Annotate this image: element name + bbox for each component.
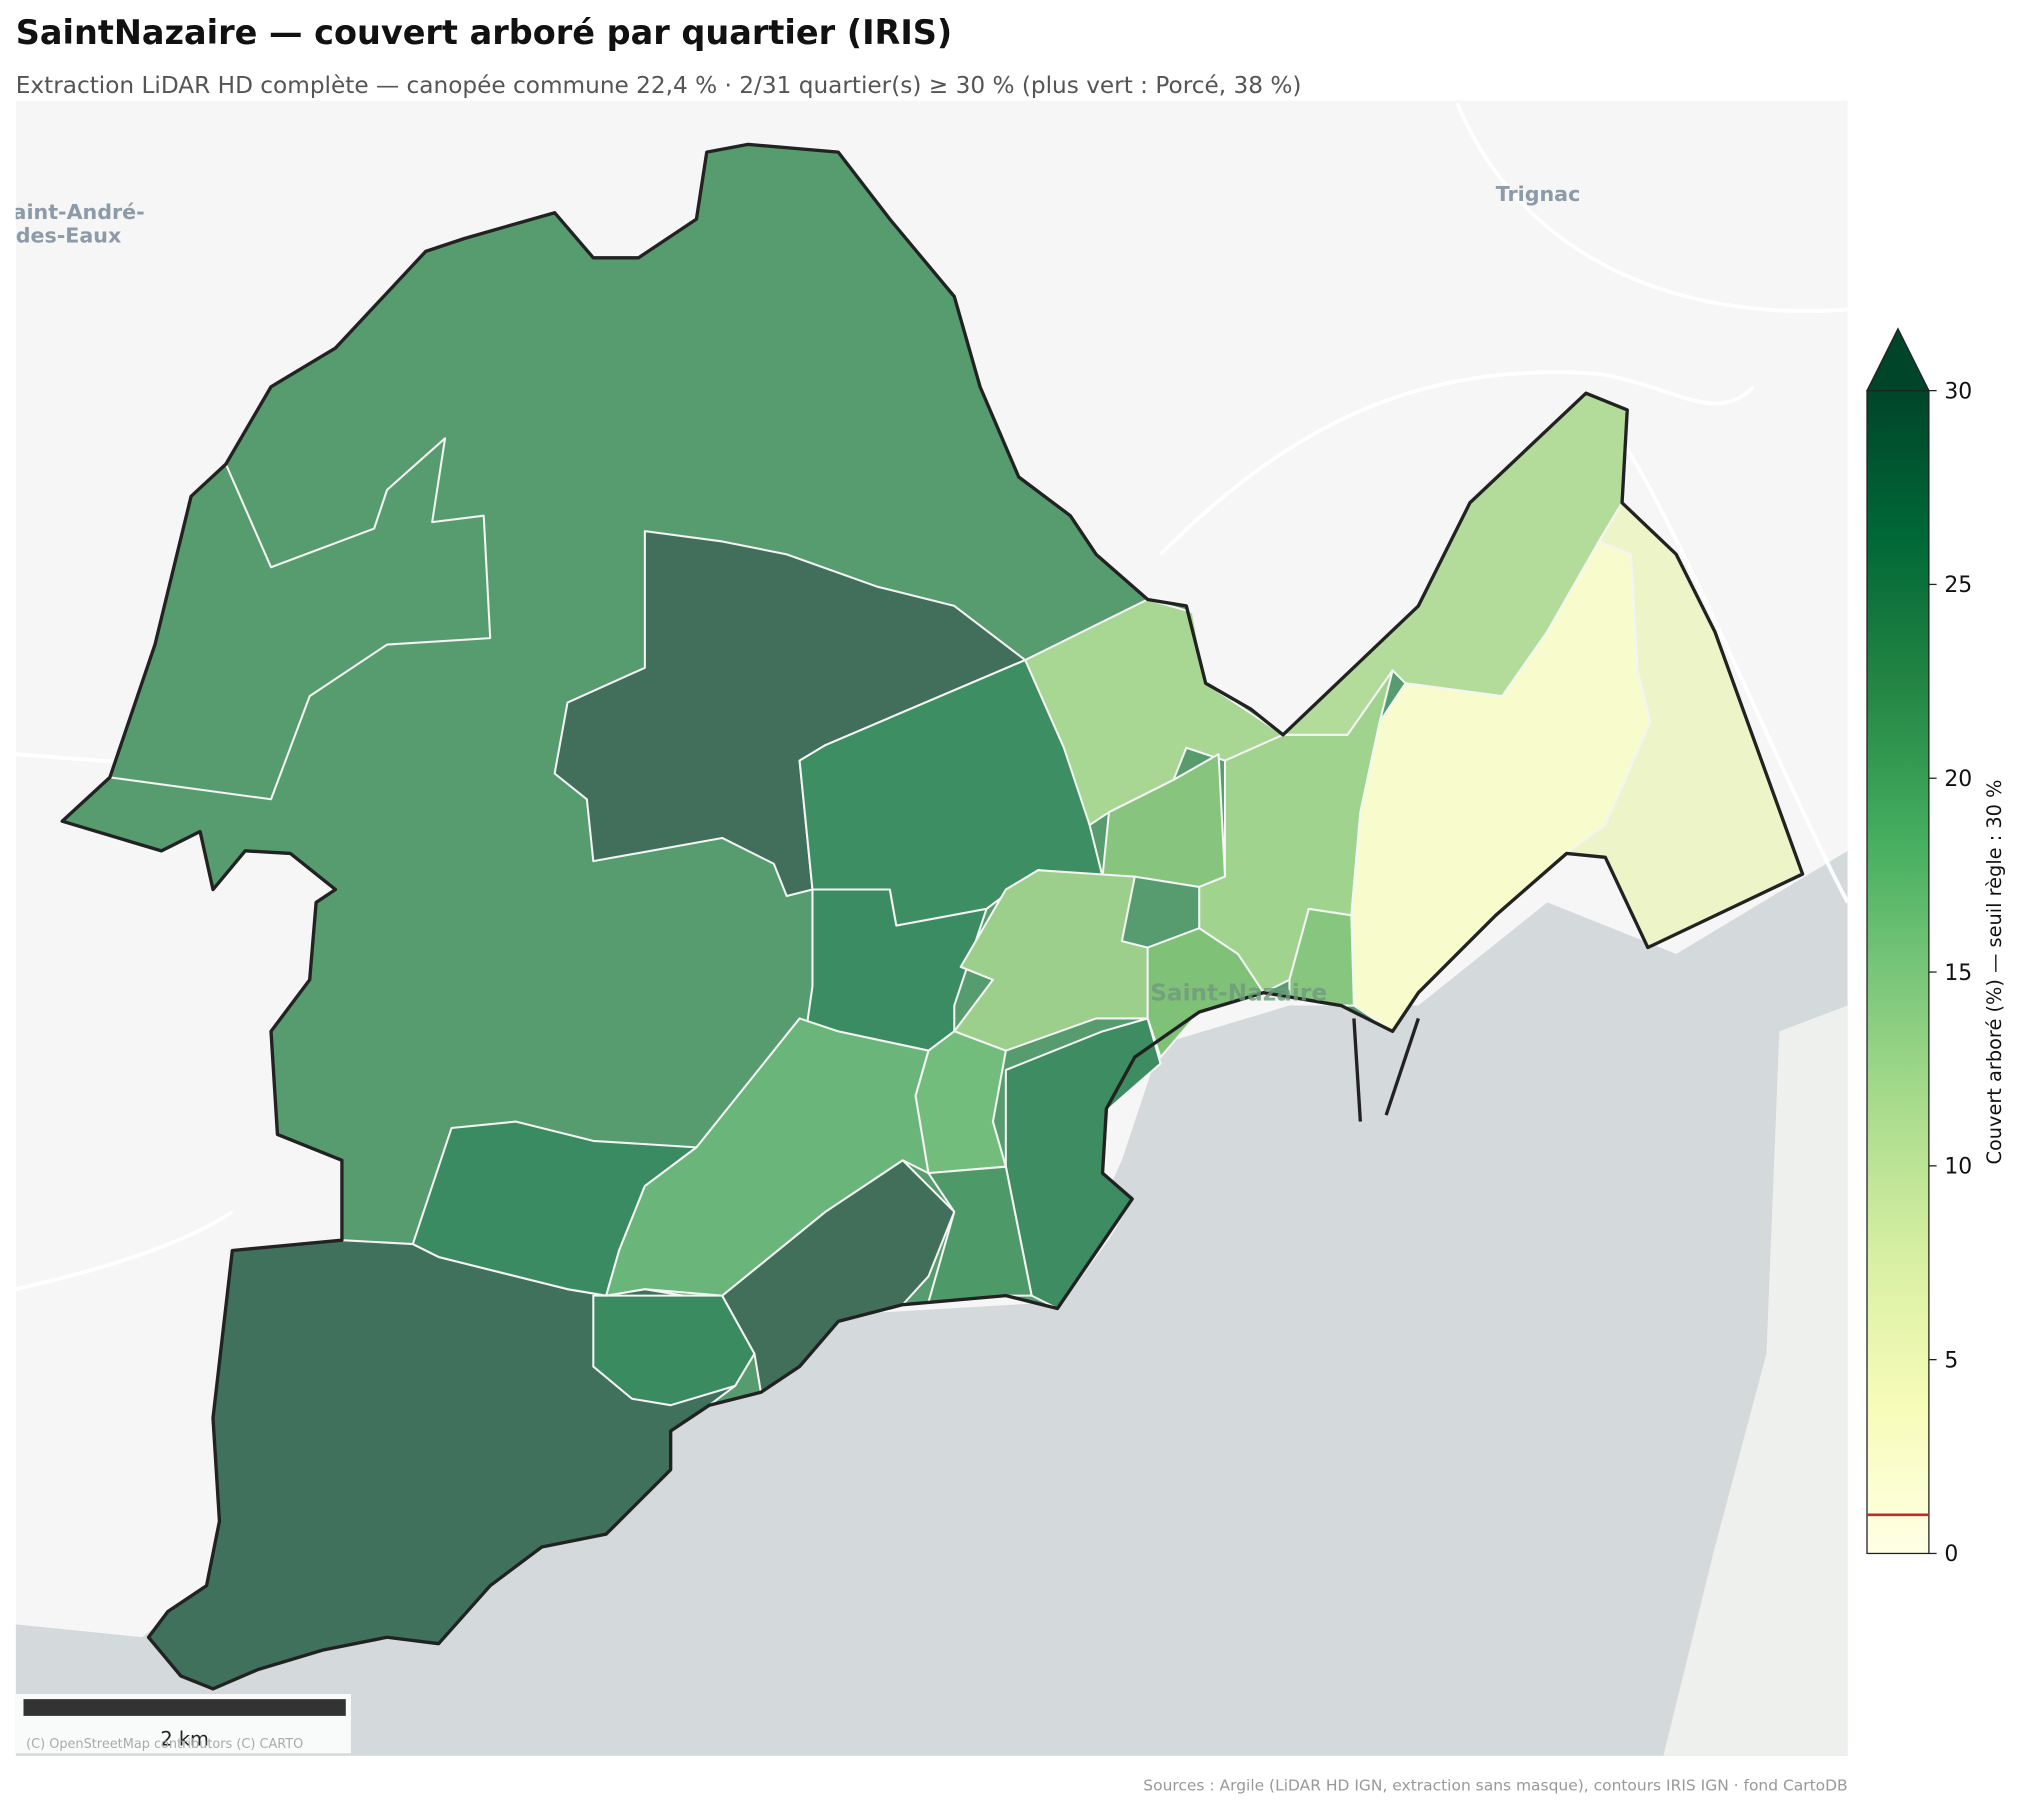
sea (15, 850, 1848, 1756)
map: Saint-André- des-Eaux Trignac Saint-Naza… (0, 100, 1848, 1756)
colorbar-tick-label: 30 (1944, 379, 1972, 404)
sources: Sources : Argile (LiDAR HD IGN, extracti… (1143, 1777, 1847, 1795)
colorbar-label: Couvert arboré (%) — seuil règle : 30 % (1983, 780, 2006, 1165)
title: SaintNazaire — couvert arboré par quarti… (16, 13, 952, 52)
colorbar-extend (1865, 327, 1930, 392)
place-label: des-Eaux (16, 223, 122, 247)
attribution: (C) OpenStreetMap contributors (C) CARTO (26, 1737, 303, 1752)
east-bank (1663, 1005, 1848, 1756)
colorbar-tick-label: 15 (1944, 961, 1972, 986)
colorbar-tick-label: 25 (1944, 573, 1972, 598)
subtitle: Extraction LiDAR HD complète — canopée c… (16, 72, 1302, 99)
colorbar-tick-label: 20 (1944, 767, 1972, 792)
district (953, 869, 1149, 1052)
place-label: Saint-Nazaire (1150, 979, 1327, 1006)
districts (109, 392, 1804, 1690)
district (914, 1030, 1007, 1175)
colorbar-gradient (1866, 389, 1930, 1555)
place-label: Saint-André- (0, 200, 145, 224)
scale-bar (23, 1699, 346, 1716)
scale-label: 2 km (160, 1728, 208, 1751)
colorbar: Couvert arboré (%) — seuil règle : 30 % … (1865, 327, 2006, 1567)
district (605, 1017, 930, 1297)
district-border (109, 437, 492, 801)
commune-outline (60, 142, 1805, 1691)
place-label: Trignac (1496, 182, 1581, 206)
colorbar-tick-label: 5 (1944, 1348, 1958, 1373)
colorbar-tick-label: 10 (1944, 1155, 1972, 1180)
port-jetty (1352, 1017, 1420, 1122)
district (553, 530, 1027, 898)
colorbar-tick-label: 0 (1944, 1542, 1958, 1567)
